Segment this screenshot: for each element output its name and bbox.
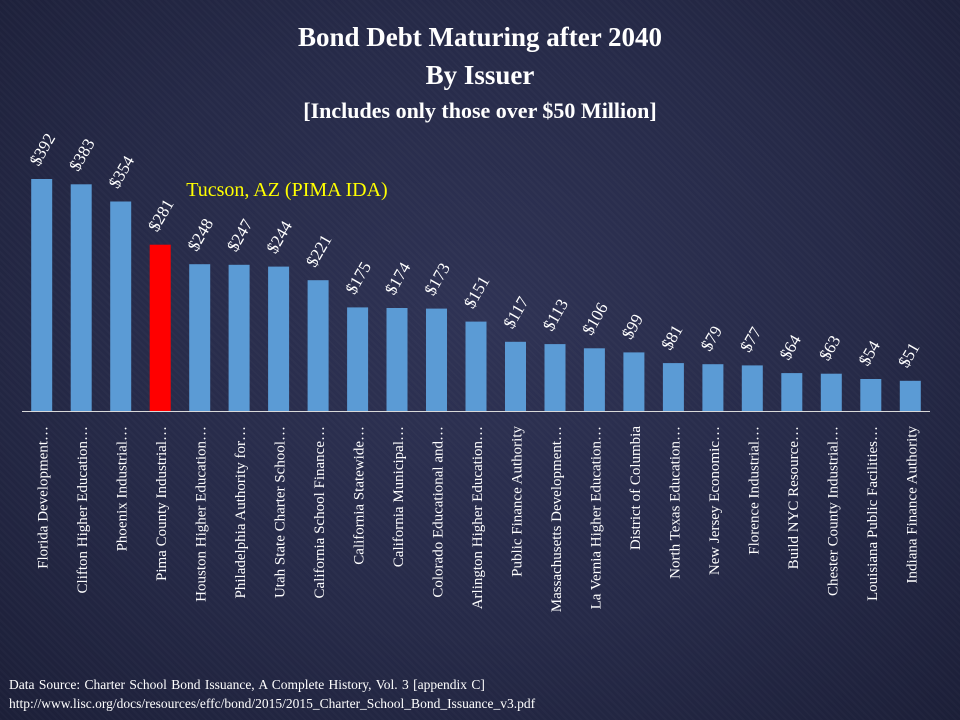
data-label-5: $248 [184,215,217,254]
data-label-18: $79 [697,323,726,355]
data-label-11: $173 [421,260,454,299]
bar-9 [347,307,369,411]
data-label-12: $151 [460,273,493,312]
bar-4 [149,244,171,411]
category-label-19: Florence Industrial… [746,426,762,555]
bar-23 [899,380,921,411]
category-label-5: Houston Higher Education… [194,426,210,602]
chart-title: Bond Debt Maturing after 2040 [298,22,662,52]
data-label-21: $63 [815,332,844,364]
data-label-7: $244 [263,217,297,256]
data-label-9: $175 [342,258,375,297]
bar-20 [781,373,803,411]
bar-11 [426,308,447,411]
bar-2 [70,184,92,411]
bar-17 [662,363,684,411]
data-label-10: $174 [381,259,415,298]
category-label-21: Chester County Industrial… [825,426,841,596]
bar-8 [307,280,329,411]
category-label-1: Florida Development… [36,426,52,569]
category-label-17: North Texas Education… [667,426,683,579]
bar-15 [583,348,605,411]
category-label-2: Clifton Higher Education… [75,426,91,593]
data-label-8: $221 [302,231,335,270]
category-label-13: Public Finance Authority [510,426,526,577]
category-label-10: California Municipal… [391,426,407,567]
data-label-23: $51 [894,339,923,371]
chart-subtitle: By Issuer [425,60,535,90]
category-label-14: Massachusetts Development… [549,426,565,612]
data-label-16: $99 [618,311,647,343]
bar-10 [386,308,408,411]
category-label-11: Colorado Educational and… [431,426,447,598]
data-label-2: $383 [65,135,98,174]
data-label-14: $113 [539,296,572,334]
data-label-17: $81 [657,322,686,354]
data-label-3: $354 [105,152,139,191]
data-label-22: $54 [855,337,884,369]
category-label-3: Phoenix Industrial… [115,426,131,551]
bar-3 [110,201,132,411]
category-label-6: Philadelphia Authority for… [233,426,249,598]
highlight-annotation: Tucson, AZ (PIMA IDA) [186,179,388,201]
category-label-22: Louisiana Public Facilities… [865,426,881,601]
bar-19 [741,365,763,411]
bar-6 [228,264,250,411]
bar-21 [820,373,842,411]
category-label-15: La Vernia Higher Education… [588,426,604,609]
bar-14 [544,344,566,411]
category-label-20: Build NYC Resource… [786,426,802,569]
bar-22 [860,379,882,411]
data-label-4: $281 [144,196,177,235]
category-label-9: California Statewide… [352,426,368,565]
category-label-12: Arlington Higher Education… [470,426,486,609]
category-label-8: California School Finance… [312,426,328,598]
bar-7 [268,266,290,411]
data-label-15: $106 [578,299,611,338]
category-label-4: Pima County Industrial… [154,426,170,581]
data-label-6: $247 [223,215,257,254]
data-source-url[interactable]: http://www.lisc.org/docs/resources/effc/… [9,696,536,711]
bar-5 [189,264,211,411]
chart-note: [Includes only those over $50 Million] [303,98,657,123]
bar-12 [465,321,487,411]
data-source-text: Data Source: Charter School Bond Issuanc… [9,677,485,692]
data-label-20: $64 [776,331,805,363]
category-label-18: New Jersey Economic… [707,426,723,575]
bar-1 [31,179,53,411]
data-label-13: $117 [500,293,533,332]
data-label-1: $392 [26,130,59,169]
category-label-7: Utah State Charter School… [273,426,289,598]
data-label-19: $77 [736,323,765,355]
bar-13 [505,341,526,411]
category-label-16: District of Columbia [628,426,644,550]
bar-16 [623,352,645,411]
category-label-23: Indiana Finance Authority [904,426,920,584]
bar-18 [702,364,724,411]
